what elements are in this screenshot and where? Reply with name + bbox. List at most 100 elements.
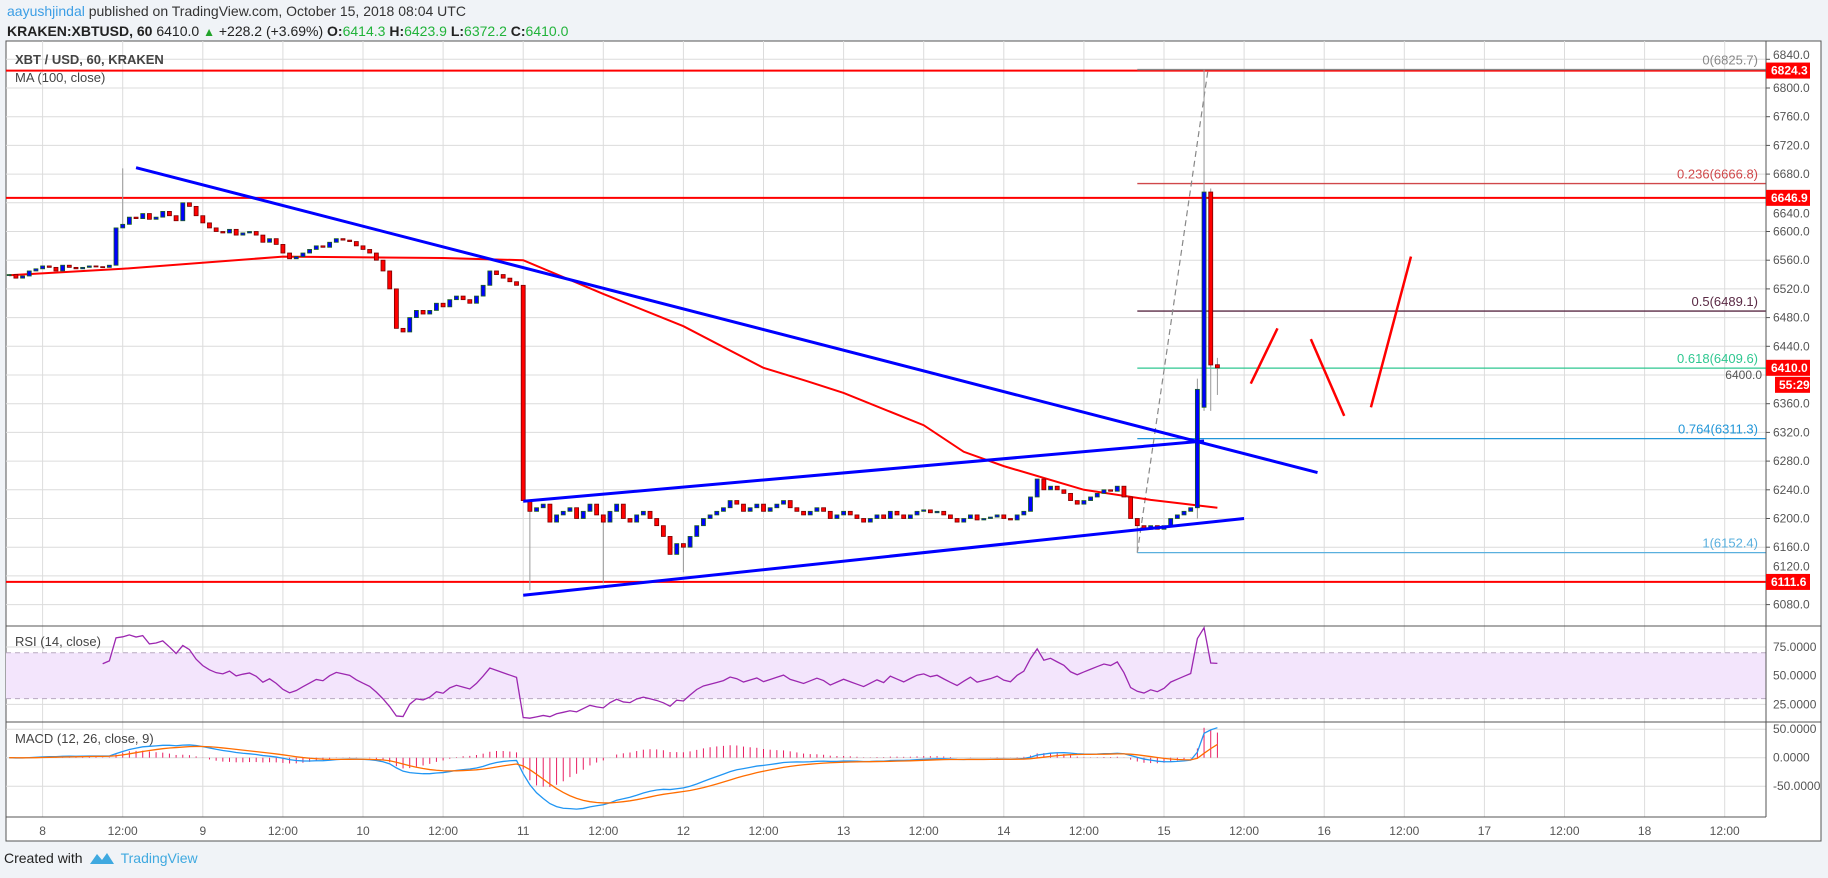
candle-down bbox=[948, 514, 953, 519]
fibonacci-retracement[interactable]: 0(6825.7) 0.236(6666.8) 0.5(6489.1) 0.618(6… bbox=[1136, 53, 1766, 554]
price-tick-label: 6320.0 bbox=[1773, 425, 1810, 439]
candle-up bbox=[774, 503, 780, 509]
candle-up bbox=[327, 241, 333, 248]
price-tick-label: 6560.0 bbox=[1773, 253, 1810, 267]
candle-up bbox=[480, 284, 486, 297]
projection-line[interactable] bbox=[1309, 338, 1346, 417]
rsi-line bbox=[102, 626, 1218, 719]
candle-up bbox=[20, 275, 25, 279]
candle-down bbox=[761, 503, 766, 512]
horizontal-lines bbox=[6, 69, 1766, 583]
candle-up bbox=[180, 202, 186, 222]
macd-tick-label: -50.0000 bbox=[1773, 779, 1821, 793]
candle-down bbox=[220, 231, 226, 234]
candle-up bbox=[1081, 500, 1087, 505]
candle-up bbox=[988, 516, 993, 519]
candle-down bbox=[801, 510, 806, 516]
price-axis[interactable]: 6840.0 6800.0 6760.0 6720.0 6680.0 6640.0 6600… bbox=[1725, 48, 1820, 793]
time-tick-label: 14 bbox=[997, 824, 1011, 838]
candle-down bbox=[1215, 364, 1220, 369]
candle-down bbox=[681, 543, 686, 548]
price-tick-label: 6160.0 bbox=[1773, 540, 1810, 554]
candle-up bbox=[887, 510, 893, 519]
countdown-label: 55:29 bbox=[1779, 378, 1810, 392]
candle-down bbox=[73, 266, 79, 270]
candle-up bbox=[701, 518, 706, 527]
projection-line[interactable] bbox=[1369, 256, 1413, 408]
candle-down bbox=[1208, 191, 1214, 366]
candle-down bbox=[547, 503, 553, 523]
price-tick-label: 6640.0 bbox=[1773, 206, 1810, 220]
candle-up bbox=[106, 264, 112, 268]
candle-down bbox=[66, 264, 72, 268]
time-tick-label: 12:00 bbox=[1229, 824, 1259, 838]
trendlines[interactable] bbox=[135, 166, 1413, 597]
price-label-box bbox=[1766, 573, 1810, 590]
candle-up bbox=[427, 310, 433, 315]
candle-up bbox=[674, 543, 680, 555]
horizontal-line-price-label: 6824.3 bbox=[1771, 64, 1808, 78]
rsi-tick-label: 50.0000 bbox=[1773, 669, 1817, 683]
price-tick-label: 6840.0 bbox=[1773, 48, 1810, 62]
candle-up bbox=[694, 525, 700, 537]
up-triangle-icon: ▲ bbox=[203, 25, 215, 39]
rsi-tick-label: 25.0000 bbox=[1773, 697, 1817, 711]
macd-pane bbox=[9, 727, 1218, 810]
trendline[interactable] bbox=[523, 439, 1205, 503]
candle-down bbox=[420, 310, 426, 315]
candle-up bbox=[153, 216, 159, 220]
candle-down bbox=[387, 270, 393, 290]
candle-up bbox=[614, 503, 620, 512]
price-tick-label: 6720.0 bbox=[1773, 138, 1810, 152]
time-tick-label: 12 bbox=[677, 824, 691, 838]
candle-up bbox=[1194, 388, 1200, 509]
candle-up bbox=[434, 302, 439, 311]
candle-up bbox=[1188, 507, 1194, 512]
trendline[interactable] bbox=[523, 517, 1245, 597]
candle-down bbox=[1074, 500, 1080, 505]
projection-line[interactable] bbox=[1249, 327, 1279, 385]
time-tick-label: 18 bbox=[1638, 824, 1652, 838]
candle-down bbox=[647, 510, 653, 519]
candle-up bbox=[867, 518, 873, 523]
candle-down bbox=[260, 234, 266, 243]
close-value: 6410.0 bbox=[525, 23, 569, 39]
candle-up bbox=[26, 270, 32, 277]
candle-up bbox=[160, 211, 166, 218]
candle-up bbox=[994, 514, 1000, 518]
candle-up bbox=[1021, 510, 1027, 516]
candle-down bbox=[193, 205, 199, 217]
candle-up bbox=[227, 228, 232, 234]
fib-level-label: 0.236(6666.8) bbox=[1677, 167, 1758, 182]
symbol-info: KRAKEN:XBTUSD, 60 6410.0 ▲ +228.2 (+3.69… bbox=[7, 23, 568, 39]
tradingview-link[interactable]: TradingView bbox=[120, 850, 198, 866]
candle-down bbox=[146, 213, 152, 220]
time-axis[interactable]: 8 12:00 9 12:00 10 12:00 11 12:00 12 12:00 13 12:00… bbox=[39, 824, 1740, 838]
author-link[interactable]: aayushjindal bbox=[7, 3, 85, 19]
time-tick-label: 12:00 bbox=[1710, 824, 1740, 838]
candle-down bbox=[1108, 489, 1113, 492]
candle-up bbox=[1174, 514, 1180, 519]
candle-down bbox=[847, 510, 853, 516]
candle-down bbox=[460, 295, 466, 301]
candle-down bbox=[1068, 492, 1073, 501]
candle-up bbox=[474, 295, 479, 304]
symbol: KRAKEN:XBTUSD, 60 bbox=[7, 23, 153, 39]
candle-down bbox=[173, 215, 179, 222]
candle-down bbox=[253, 231, 259, 236]
candle-down bbox=[941, 510, 947, 516]
candle-up bbox=[300, 252, 306, 258]
candle-down bbox=[494, 270, 499, 275]
trendline[interactable] bbox=[135, 166, 1318, 475]
time-tick-label: 15 bbox=[1157, 824, 1171, 838]
candle-up bbox=[540, 503, 546, 509]
candle-up bbox=[587, 503, 593, 512]
candle-up bbox=[120, 223, 126, 229]
candle-down bbox=[620, 503, 626, 519]
time-tick-label: 17 bbox=[1478, 824, 1492, 838]
candle-down bbox=[1054, 485, 1060, 491]
candle-up bbox=[747, 507, 753, 512]
candle-up bbox=[841, 510, 846, 516]
candle-down bbox=[974, 514, 980, 521]
